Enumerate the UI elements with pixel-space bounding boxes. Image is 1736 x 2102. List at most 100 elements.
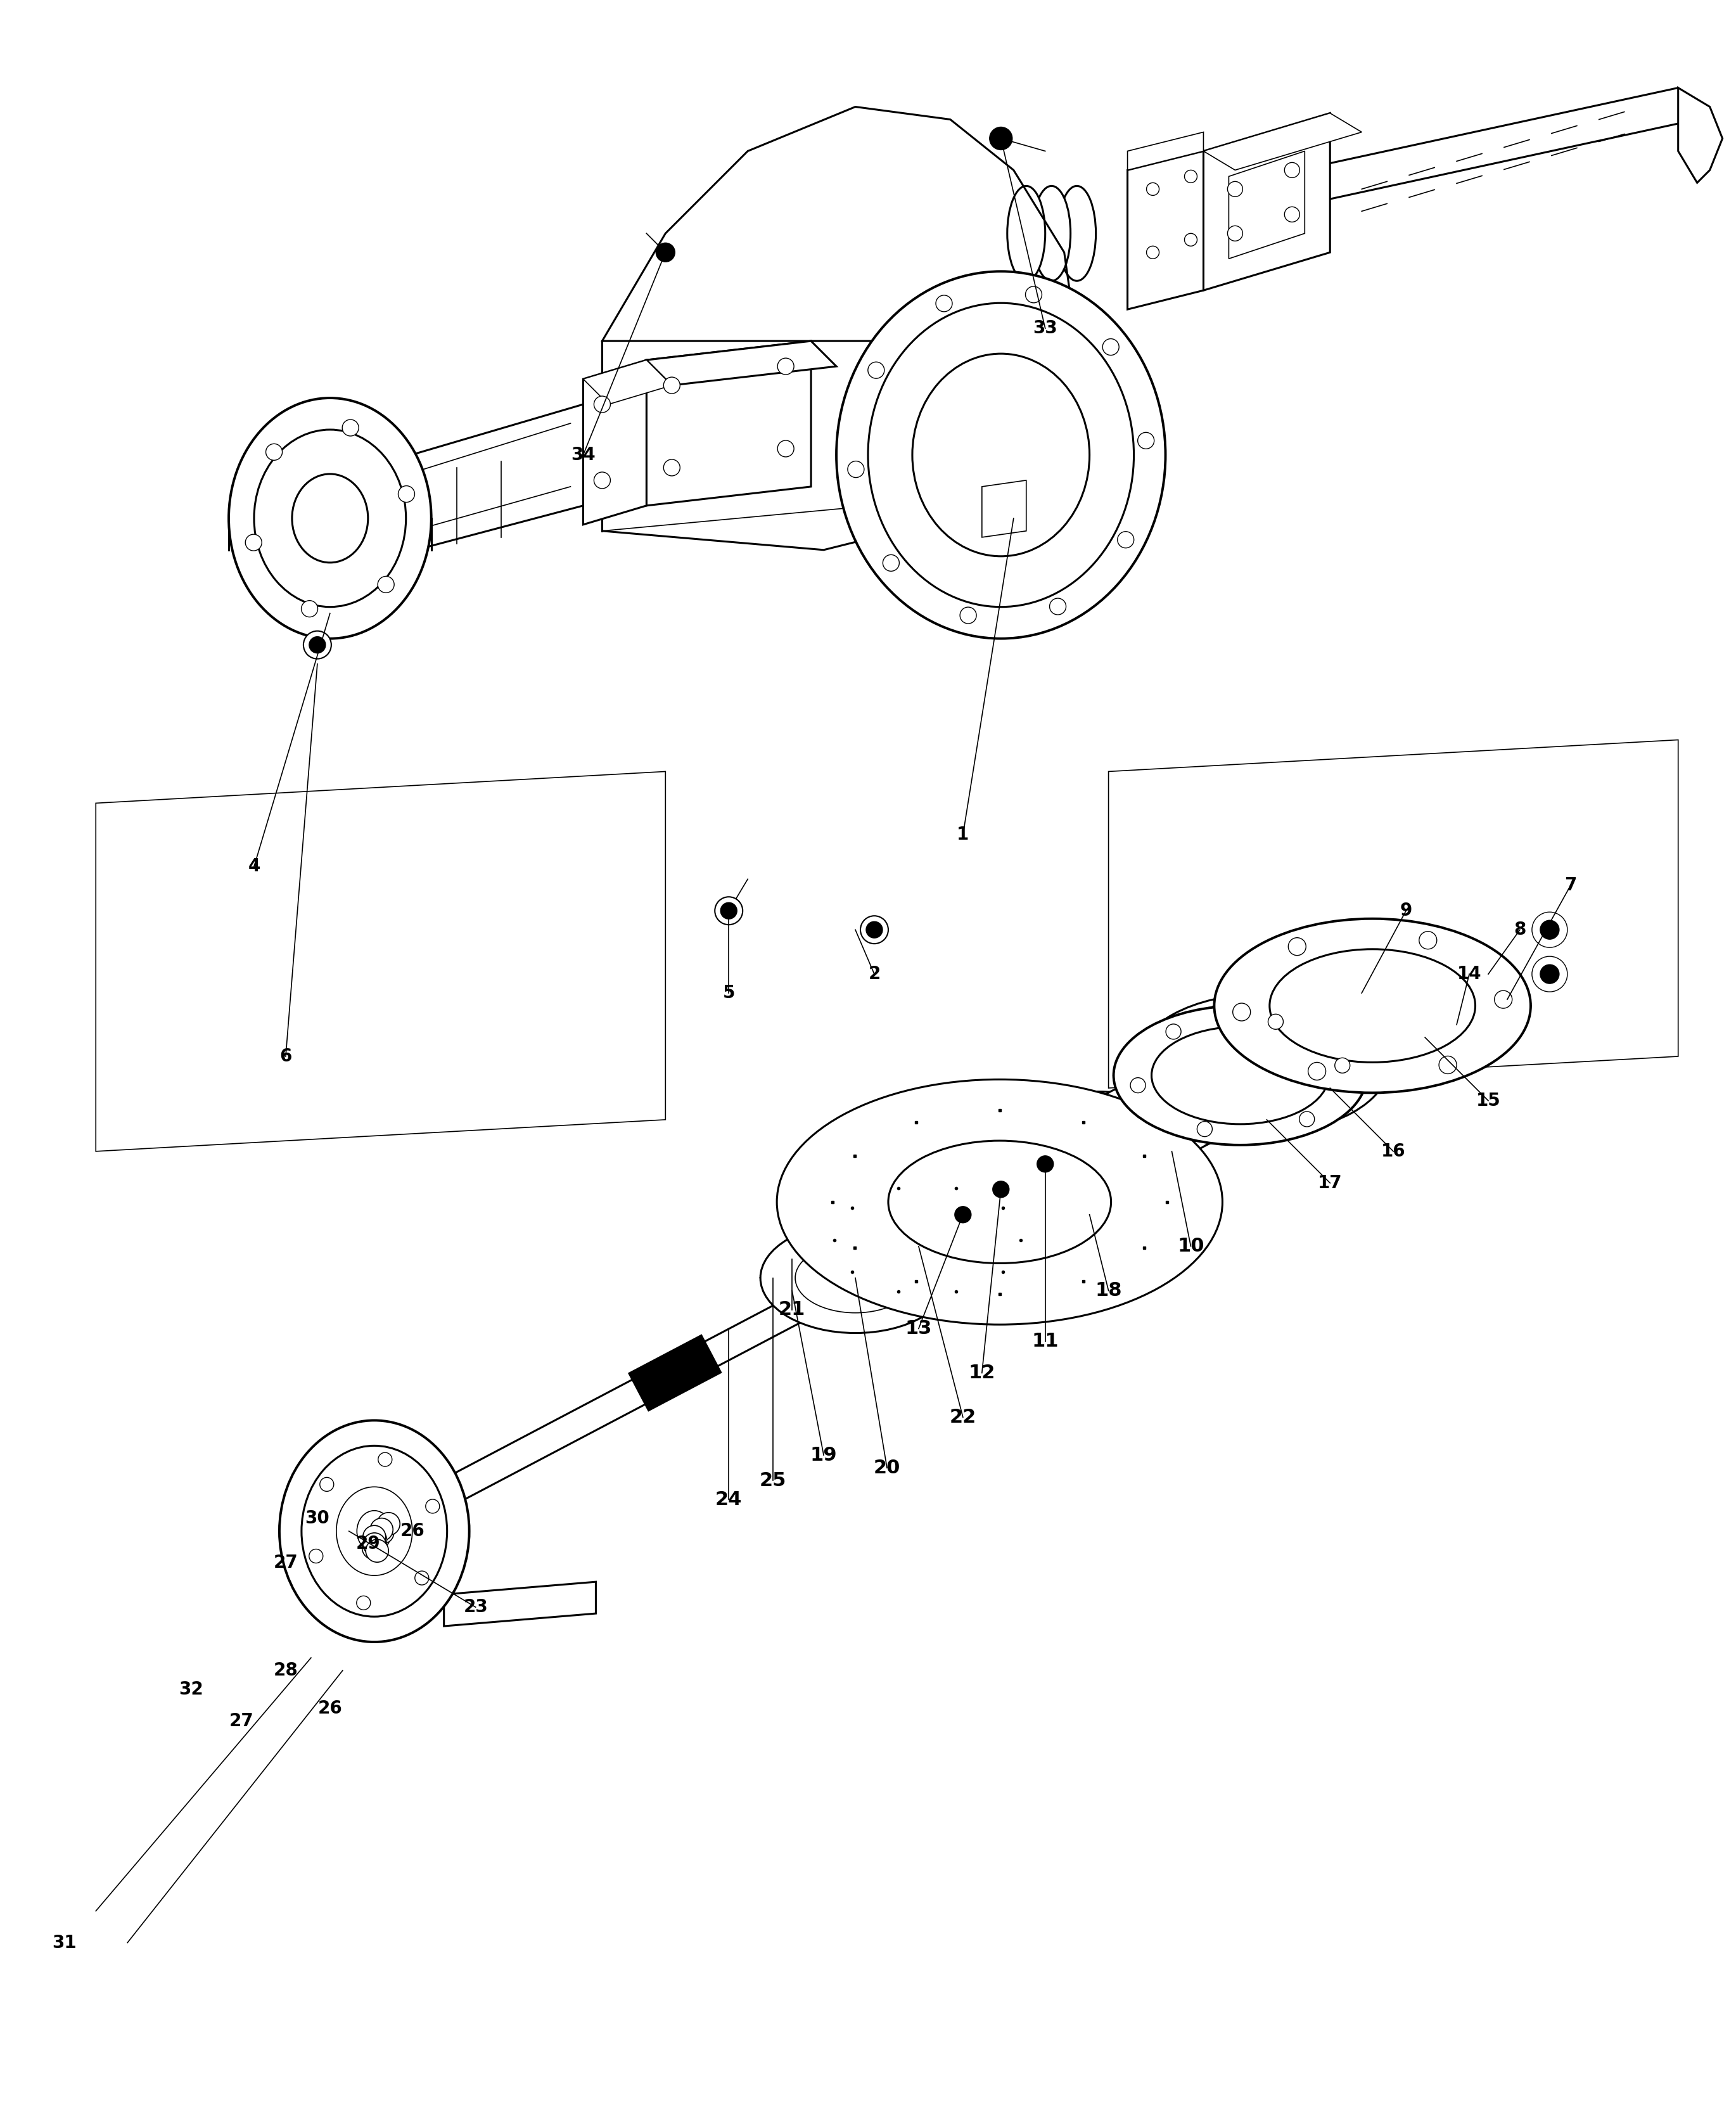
Ellipse shape <box>292 473 368 563</box>
Circle shape <box>861 916 889 944</box>
Text: 19: 19 <box>811 1446 837 1465</box>
Circle shape <box>363 1537 385 1560</box>
Polygon shape <box>368 404 583 563</box>
Ellipse shape <box>953 1122 1142 1232</box>
Text: 23: 23 <box>464 1598 488 1616</box>
Circle shape <box>778 357 793 374</box>
Ellipse shape <box>1200 1013 1351 1101</box>
Polygon shape <box>95 771 665 1152</box>
Circle shape <box>1198 1122 1212 1137</box>
Ellipse shape <box>924 1143 1101 1246</box>
Circle shape <box>1146 246 1160 259</box>
Polygon shape <box>983 479 1026 538</box>
Text: 27: 27 <box>274 1553 299 1572</box>
Circle shape <box>1227 225 1243 242</box>
Circle shape <box>594 473 611 488</box>
Circle shape <box>363 1526 385 1549</box>
Ellipse shape <box>1007 185 1045 282</box>
Ellipse shape <box>279 1421 469 1642</box>
Circle shape <box>266 444 283 460</box>
Circle shape <box>398 486 415 502</box>
Polygon shape <box>583 359 672 404</box>
Ellipse shape <box>986 1141 1109 1213</box>
Text: 26: 26 <box>399 1522 425 1541</box>
Circle shape <box>319 1478 333 1490</box>
Polygon shape <box>646 341 811 507</box>
Text: 16: 16 <box>1382 1143 1406 1160</box>
Text: 15: 15 <box>1476 1091 1500 1110</box>
Circle shape <box>363 1532 385 1555</box>
Circle shape <box>1227 181 1243 198</box>
Circle shape <box>1540 921 1559 940</box>
Ellipse shape <box>1219 996 1382 1091</box>
Ellipse shape <box>837 271 1165 639</box>
Ellipse shape <box>854 1198 1000 1282</box>
Ellipse shape <box>983 1099 1186 1217</box>
Ellipse shape <box>889 1141 1111 1263</box>
Circle shape <box>1531 956 1568 992</box>
Ellipse shape <box>760 1223 950 1333</box>
Circle shape <box>309 637 326 654</box>
Circle shape <box>372 1522 394 1543</box>
Ellipse shape <box>1135 994 1389 1133</box>
Circle shape <box>656 244 675 263</box>
Ellipse shape <box>1090 1080 1222 1158</box>
Circle shape <box>342 420 359 435</box>
Circle shape <box>594 395 611 412</box>
Circle shape <box>365 1528 387 1551</box>
Polygon shape <box>646 341 837 385</box>
Polygon shape <box>1127 151 1203 309</box>
Text: 17: 17 <box>1318 1175 1342 1192</box>
Circle shape <box>1335 1057 1351 1072</box>
Circle shape <box>1102 338 1120 355</box>
Circle shape <box>1184 170 1198 183</box>
Text: 11: 11 <box>1031 1333 1059 1349</box>
Circle shape <box>1285 206 1300 223</box>
Circle shape <box>866 921 882 937</box>
Ellipse shape <box>955 1162 1069 1230</box>
Circle shape <box>1531 912 1568 948</box>
Circle shape <box>1285 162 1300 179</box>
Text: 1: 1 <box>957 826 969 843</box>
Circle shape <box>990 126 1012 149</box>
Ellipse shape <box>1097 1076 1231 1154</box>
Circle shape <box>378 1452 392 1467</box>
Text: 9: 9 <box>1399 902 1411 921</box>
Circle shape <box>356 1595 370 1610</box>
Ellipse shape <box>1123 1059 1262 1141</box>
Circle shape <box>309 1549 323 1564</box>
Circle shape <box>720 902 738 919</box>
Ellipse shape <box>778 1215 967 1324</box>
Ellipse shape <box>1213 919 1531 1093</box>
Text: 22: 22 <box>950 1408 976 1427</box>
Circle shape <box>1036 1156 1054 1173</box>
Circle shape <box>663 376 681 393</box>
Circle shape <box>1137 433 1154 450</box>
Ellipse shape <box>1017 1118 1151 1196</box>
Ellipse shape <box>302 1446 448 1616</box>
Text: 8: 8 <box>1514 921 1526 940</box>
Ellipse shape <box>967 1114 1156 1223</box>
Polygon shape <box>1127 132 1203 170</box>
Circle shape <box>425 1499 439 1513</box>
Ellipse shape <box>1233 988 1396 1085</box>
Circle shape <box>1299 1112 1314 1127</box>
Ellipse shape <box>1269 950 1476 1062</box>
Ellipse shape <box>1187 1019 1340 1108</box>
Polygon shape <box>1203 114 1330 290</box>
Polygon shape <box>1203 114 1361 170</box>
Circle shape <box>847 460 865 477</box>
Circle shape <box>1439 1055 1457 1074</box>
Circle shape <box>1026 286 1042 303</box>
Circle shape <box>304 631 332 658</box>
Ellipse shape <box>1113 1005 1366 1146</box>
Ellipse shape <box>253 429 406 607</box>
Ellipse shape <box>937 1137 1115 1240</box>
Polygon shape <box>1679 88 1722 183</box>
Text: 30: 30 <box>306 1509 330 1528</box>
Ellipse shape <box>1064 1097 1191 1171</box>
Ellipse shape <box>1151 1026 1328 1125</box>
Text: 12: 12 <box>969 1364 995 1383</box>
Text: 18: 18 <box>1095 1282 1121 1299</box>
Polygon shape <box>444 1583 595 1627</box>
